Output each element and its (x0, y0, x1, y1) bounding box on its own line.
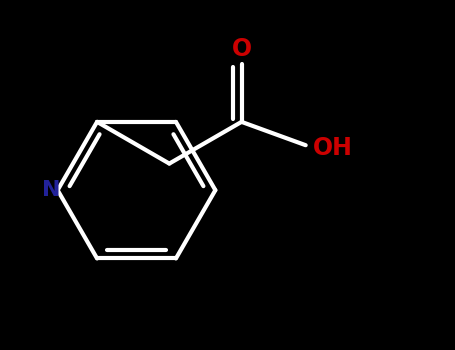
Text: N: N (42, 180, 61, 200)
Text: OH: OH (313, 136, 353, 160)
Text: O: O (232, 37, 252, 61)
